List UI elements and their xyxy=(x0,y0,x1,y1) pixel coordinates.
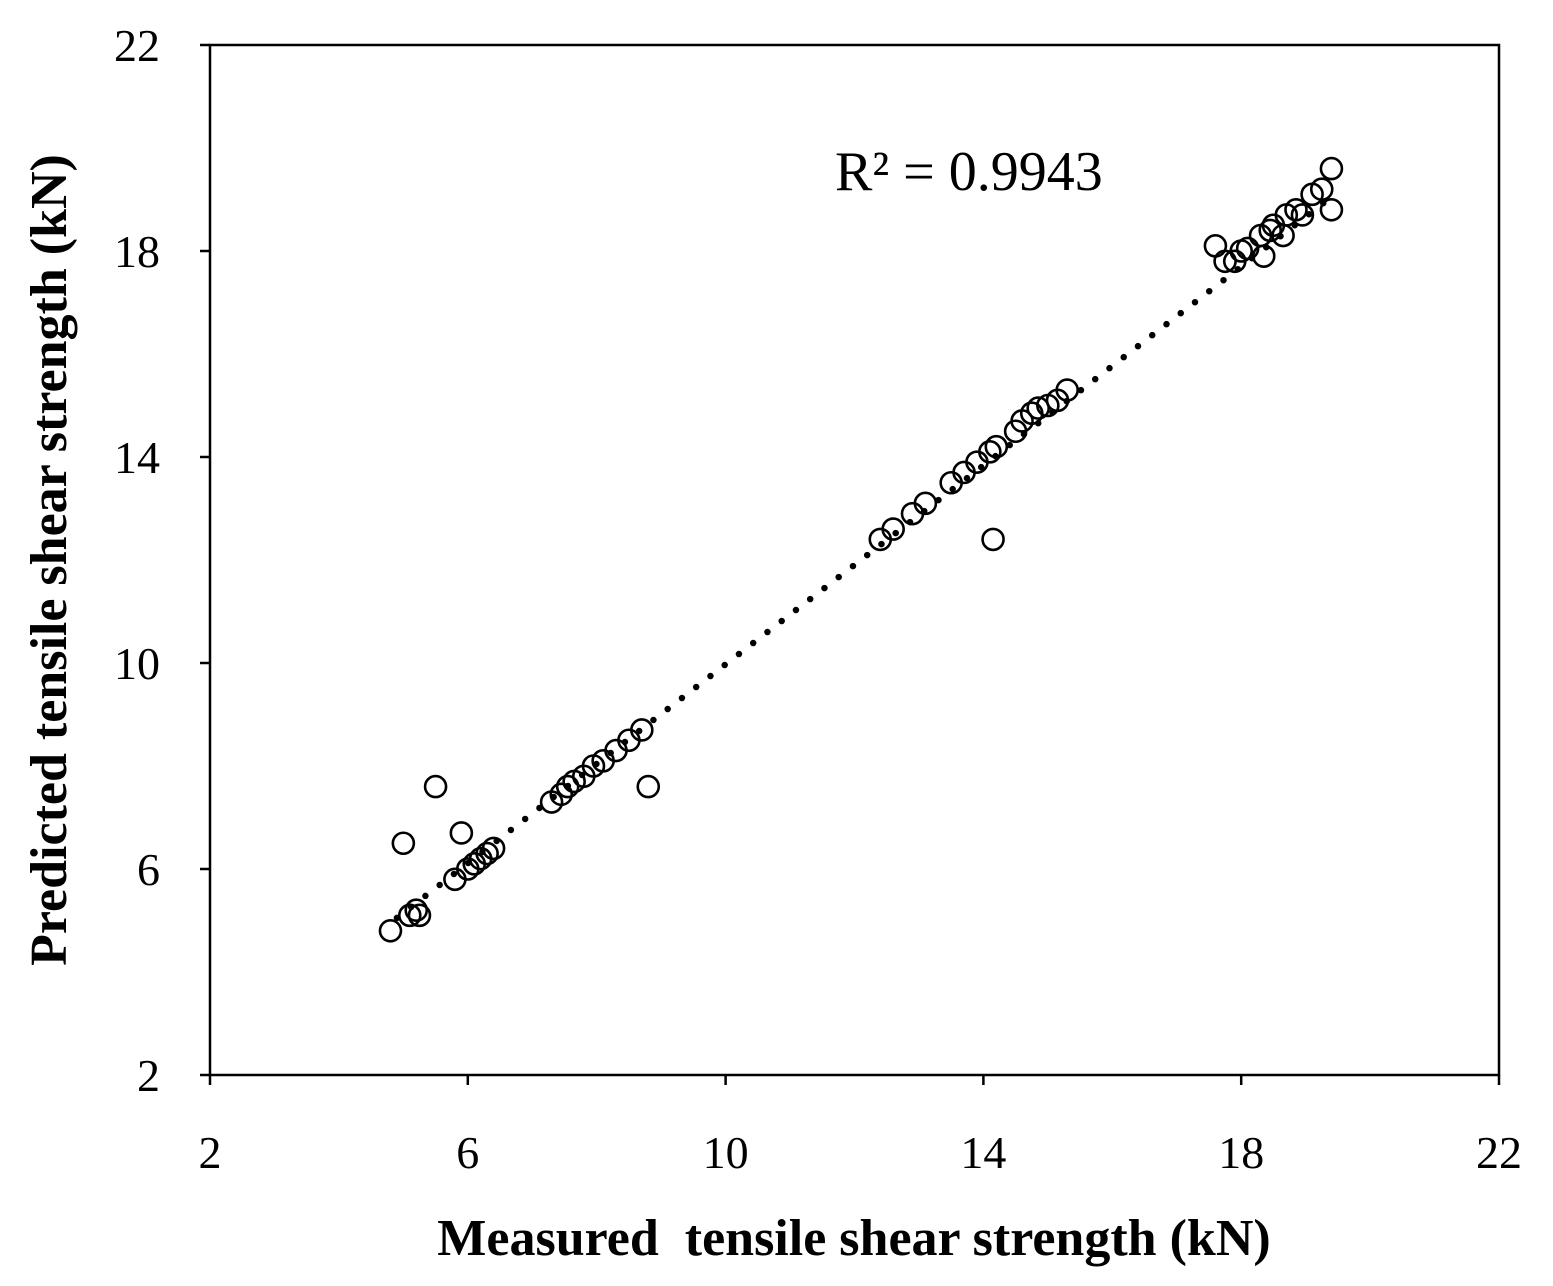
data-point xyxy=(393,833,414,854)
y-tick-label: 14 xyxy=(114,432,160,483)
y-tick-label: 2 xyxy=(137,1050,160,1101)
x-axis-title: Measured tensile shear strength (kN) xyxy=(437,1210,1270,1267)
x-tick-label: 6 xyxy=(456,1127,479,1178)
y-axis-ticks: 2 6 10 14 18 22 xyxy=(114,20,210,1101)
x-tick-label: 14 xyxy=(960,1127,1006,1178)
data-point xyxy=(1205,235,1226,256)
x-tick-label: 10 xyxy=(703,1127,749,1178)
y-tick-label: 22 xyxy=(114,20,160,71)
data-point xyxy=(1321,158,1342,179)
x-axis-ticks: 2 6 10 14 18 22 xyxy=(199,1075,1523,1178)
data-point xyxy=(1321,199,1342,220)
scatter-chart: 2 6 10 14 18 22 2610141822 R² = 0.9943 Measur… xyxy=(0,0,1553,1286)
data-point xyxy=(425,776,446,797)
data-point xyxy=(380,920,401,941)
x-tick-label: 18 xyxy=(1218,1127,1264,1178)
r-squared-annotation: R² = 0.9943 xyxy=(835,141,1103,203)
y-tick-label: 18 xyxy=(114,226,160,277)
data-point xyxy=(983,529,1004,550)
y-axis-title: Predicted tensile shear strength (kN) xyxy=(21,154,78,966)
y-tick-label: 10 xyxy=(114,638,160,689)
x-tick-label: 22 xyxy=(1476,1127,1522,1178)
trendline xyxy=(397,197,1332,918)
y-tick-label: 6 xyxy=(137,844,160,895)
x-tick-label: 2 xyxy=(199,1127,222,1178)
trendline-dotted xyxy=(397,197,1332,918)
data-point xyxy=(638,776,659,797)
data-points xyxy=(380,158,1342,941)
data-point xyxy=(451,822,472,843)
